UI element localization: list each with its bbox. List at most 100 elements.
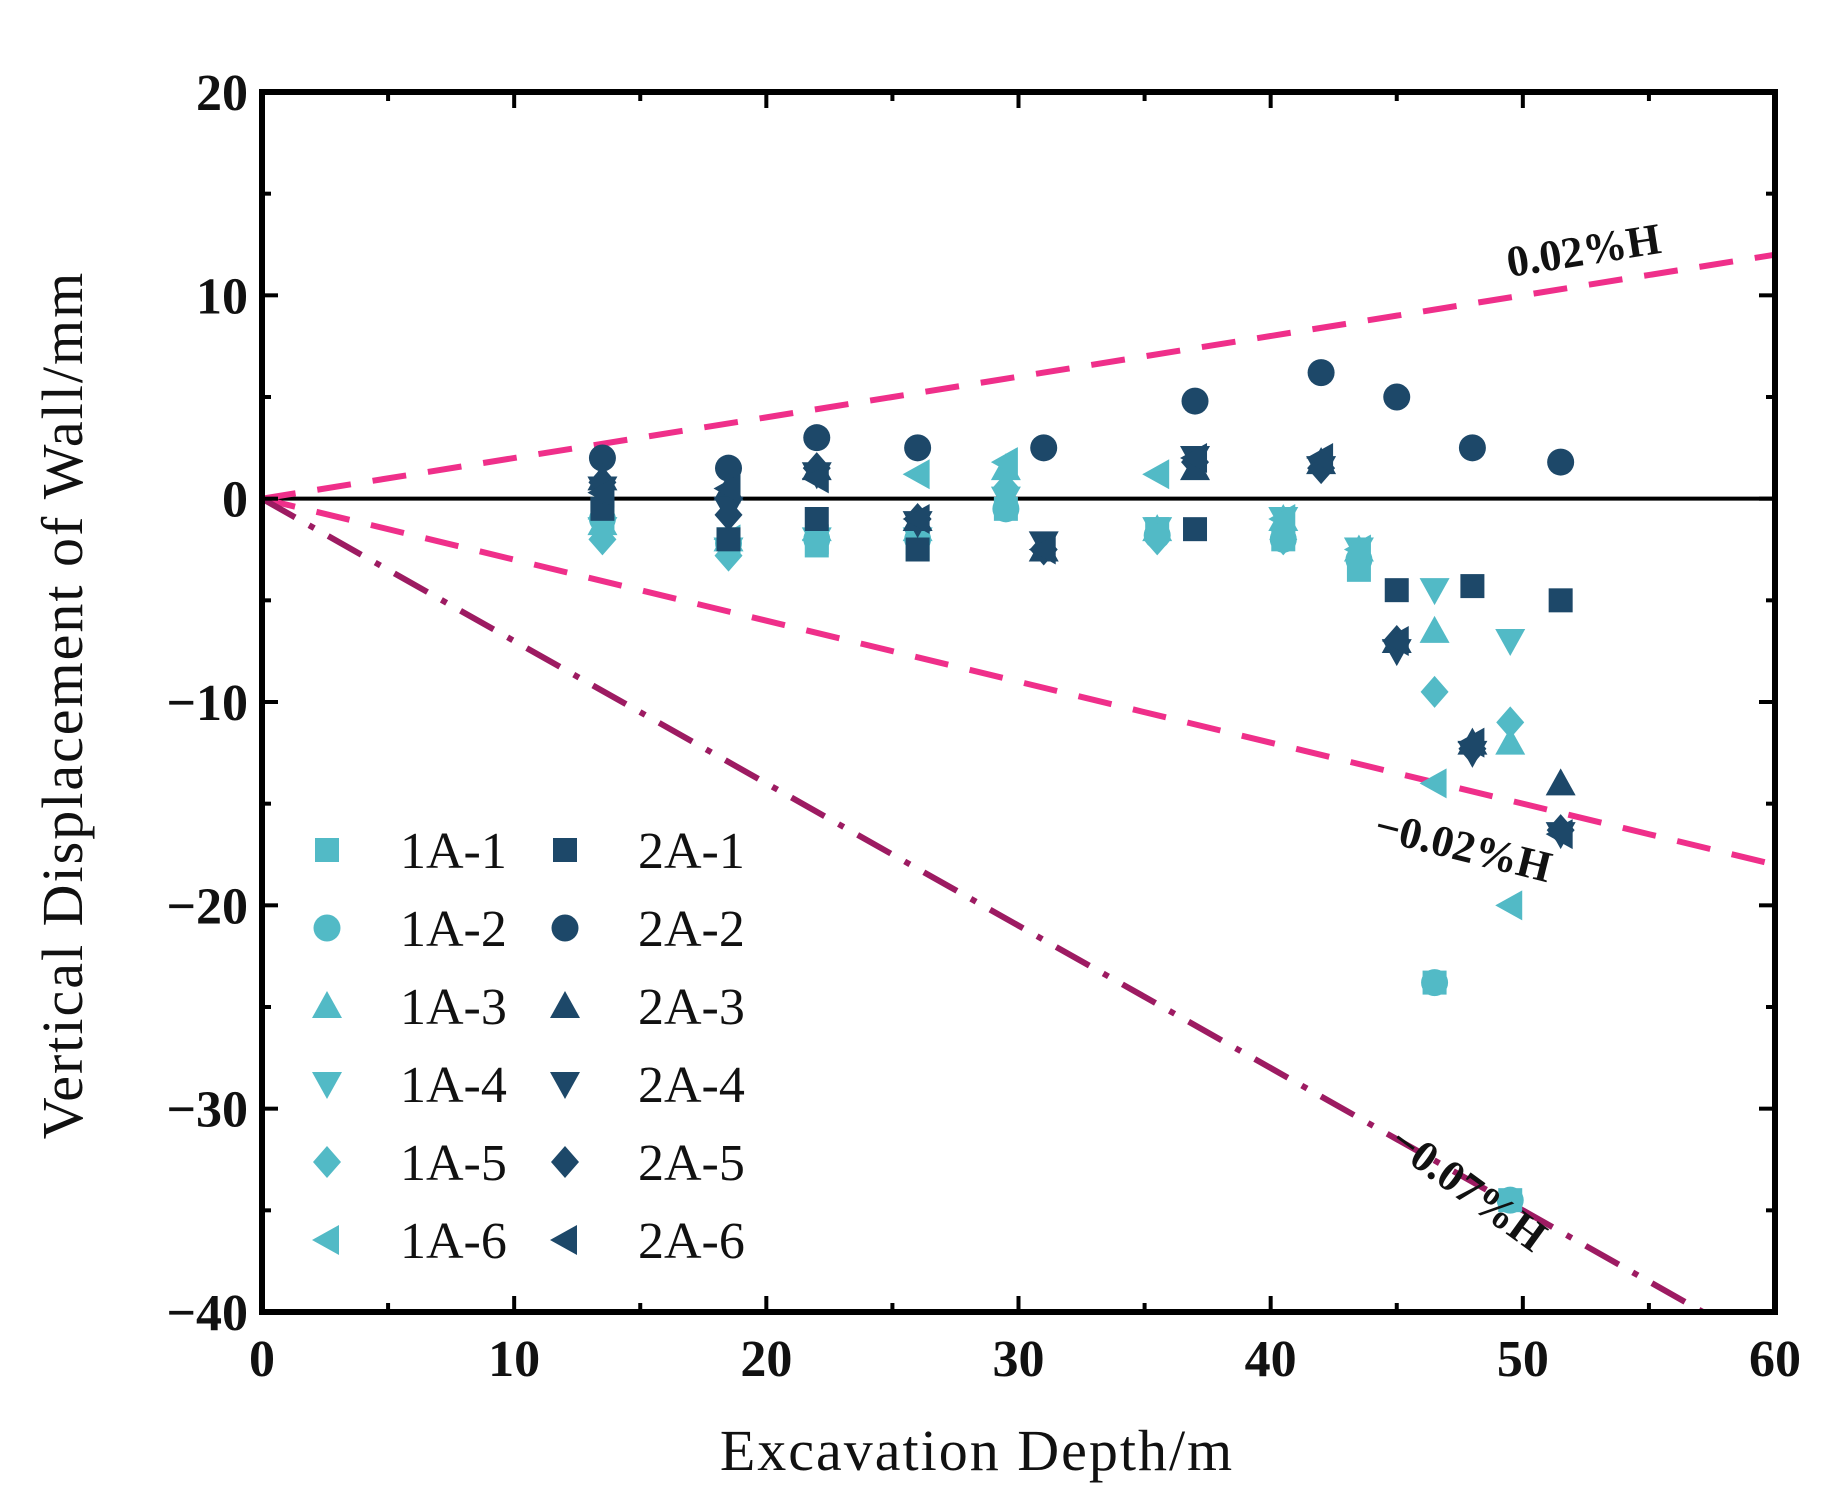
- legend-label-1a-1: 1A-1: [400, 823, 507, 880]
- point-2a-6-1: [587, 477, 615, 508]
- legend-label-2a-5: 2A-5: [638, 1135, 745, 1192]
- point-1a-3-9: [1419, 615, 1450, 643]
- point-2a-2-2: [715, 454, 743, 482]
- point-1a-4-9: [1419, 578, 1450, 606]
- x-tick-label: 0: [249, 1331, 275, 1388]
- point-2a-2-5: [1030, 434, 1058, 462]
- legend-label-1a-5: 1A-5: [400, 1135, 507, 1192]
- point-1a-5-5: [991, 472, 1020, 505]
- point-1a-6-6: [1142, 459, 1170, 490]
- point-2a-2-6: [1181, 387, 1209, 415]
- point-2a-6-3: [801, 463, 829, 494]
- point-2a-1-8: [1548, 588, 1573, 613]
- point-1a-2-10: [1496, 1186, 1524, 1214]
- x-tick-label: 50: [1497, 1331, 1549, 1388]
- y-tick-label: −10: [166, 675, 248, 732]
- y-tick-label: 20: [196, 65, 248, 122]
- point-1a-5-6: [1143, 523, 1172, 556]
- legend-marker-2a-1: [553, 838, 577, 862]
- point-1a-6-9: [1419, 768, 1447, 799]
- point-2a-6-7: [1306, 443, 1334, 473]
- legend-marker-2a-6: [550, 1225, 577, 1255]
- legend-marker-1a-2: [313, 914, 341, 942]
- point-1a-4-10: [1495, 629, 1526, 656]
- point-2a-6-5: [1028, 534, 1056, 565]
- y-tick-label: −20: [166, 878, 248, 935]
- legend-label-2a-3: 2A-3: [638, 979, 745, 1036]
- point-2a-1-3: [804, 507, 829, 531]
- point-1a-6-5: [990, 447, 1018, 478]
- point-2a-2-1: [588, 444, 616, 472]
- point-2a-1-5: [1183, 517, 1208, 542]
- legend-marker-1a-1: [315, 838, 339, 862]
- point-2a-6-8: [1381, 626, 1409, 656]
- y-tick-label: −40: [166, 1285, 248, 1342]
- point-2a-5-2: [714, 498, 743, 531]
- point-2a-6-2: [713, 473, 741, 504]
- point-1a-6-4: [902, 459, 930, 490]
- ref-label-neg-007: −0.07%H: [1381, 1116, 1556, 1262]
- point-1a-5-9: [1420, 675, 1449, 708]
- legend-label-2a-1: 2A-1: [638, 823, 745, 880]
- legend-marker-1a-5: [313, 1146, 341, 1178]
- reference-line-2: [261, 495, 1776, 868]
- reference-line-labels: 0.02%H −0.02%H −0.07%H: [1370, 214, 1664, 1261]
- legend-label-1a-3: 1A-3: [400, 979, 507, 1036]
- point-2a-1-2: [716, 527, 741, 552]
- x-axis-title: Excavation Depth/m: [720, 1418, 1234, 1483]
- x-tick-label: 20: [740, 1331, 792, 1388]
- legend-marker-2a-3: [550, 991, 580, 1018]
- legend-label-2a-4: 2A-4: [638, 1057, 745, 1114]
- legend: 1A-1 1A-2 1A-3 1A-4 1A-5 1A-6 2A-1 2A-2 …: [312, 823, 745, 1270]
- point-2a-6-6: [1180, 443, 1208, 473]
- point-2a-1-6: [1384, 578, 1409, 603]
- reference-line-3: [260, 496, 1705, 1315]
- point-2a-2-8: [1383, 383, 1411, 411]
- x-tick-label: 10: [488, 1331, 540, 1388]
- point-1a-6-3: [801, 524, 829, 555]
- legend-label-2a-2: 2A-2: [638, 901, 745, 958]
- point-2a-1-4: [905, 537, 930, 562]
- tick-labels: 0 10 20 30 40 50 60 20 10 0 −10 −20 −30 −40: [166, 65, 1801, 1388]
- point-1a-5-1: [588, 523, 617, 556]
- legend-marker-1a-3: [312, 991, 342, 1018]
- legend-marker-2a-5: [551, 1146, 579, 1178]
- legend-label-1a-2: 1A-2: [400, 901, 507, 958]
- point-2a-2-7: [1307, 359, 1335, 387]
- point-2a-3-10: [1545, 768, 1576, 796]
- point-2a-2-3: [803, 424, 831, 452]
- point-2a-6-9: [1457, 727, 1485, 758]
- reference-line-1: [261, 251, 1776, 502]
- point-2a-6-4: [902, 504, 930, 534]
- point-1a-6-10: [1495, 890, 1523, 921]
- point-1a-3-10: [1495, 727, 1526, 755]
- x-tick-label: 30: [993, 1331, 1045, 1388]
- legend-marker-1a-6: [312, 1225, 339, 1255]
- legend-marker-2a-2: [551, 914, 579, 942]
- legend-marker-1a-4: [312, 1072, 342, 1099]
- y-axis-title: Vertical Displacement of Wall/mm: [30, 271, 95, 1139]
- point-1a-2-9: [1421, 969, 1449, 997]
- point-2a-6-10: [1545, 819, 1573, 850]
- point-1a-5-7: [1269, 523, 1298, 556]
- x-tick-label: 40: [1245, 1331, 1297, 1388]
- point-2a-2-10: [1547, 448, 1575, 476]
- legend-label-2a-6: 2A-6: [638, 1213, 745, 1270]
- ref-label-pos-002: 0.02%H: [1503, 214, 1664, 287]
- ref-label-neg-002: −0.02%H: [1370, 801, 1557, 892]
- x-tick-label: 60: [1749, 1331, 1801, 1388]
- y-tick-label: −30: [166, 1082, 248, 1139]
- y-tick-label: 10: [196, 268, 248, 325]
- point-1a-5-10: [1496, 706, 1525, 739]
- legend-label-1a-4: 1A-4: [400, 1057, 507, 1114]
- plot-frame: [259, 89, 1778, 1315]
- point-2a-2-4: [904, 434, 932, 462]
- reference-lines: [260, 251, 1776, 1315]
- point-1a-6-7: [1268, 504, 1296, 534]
- y-tick-label: 0: [222, 472, 248, 529]
- point-2a-2-9: [1458, 434, 1486, 462]
- legend-label-1a-6: 1A-6: [400, 1213, 507, 1270]
- point-1a-6-8: [1343, 534, 1371, 565]
- point-2a-1-7: [1460, 574, 1485, 599]
